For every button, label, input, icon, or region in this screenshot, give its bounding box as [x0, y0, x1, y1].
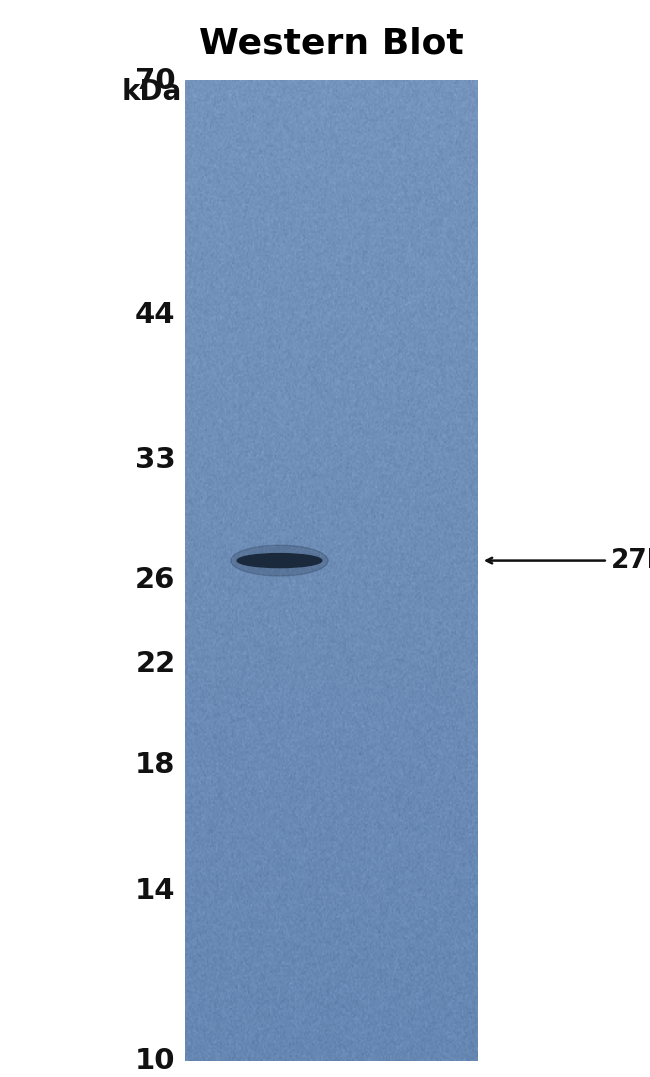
Text: kDa: kDa — [122, 78, 182, 106]
Text: 33: 33 — [135, 446, 176, 474]
Text: 27kDa: 27kDa — [611, 547, 650, 574]
Text: 70: 70 — [135, 67, 176, 95]
Text: Western Blot: Western Blot — [199, 27, 464, 61]
Text: 22: 22 — [135, 649, 176, 677]
Text: 18: 18 — [135, 751, 176, 779]
Text: 26: 26 — [135, 565, 176, 593]
Ellipse shape — [231, 545, 328, 576]
Text: 44: 44 — [135, 300, 176, 328]
Text: 10: 10 — [135, 1047, 176, 1075]
Ellipse shape — [237, 554, 322, 568]
Text: 14: 14 — [135, 878, 176, 906]
